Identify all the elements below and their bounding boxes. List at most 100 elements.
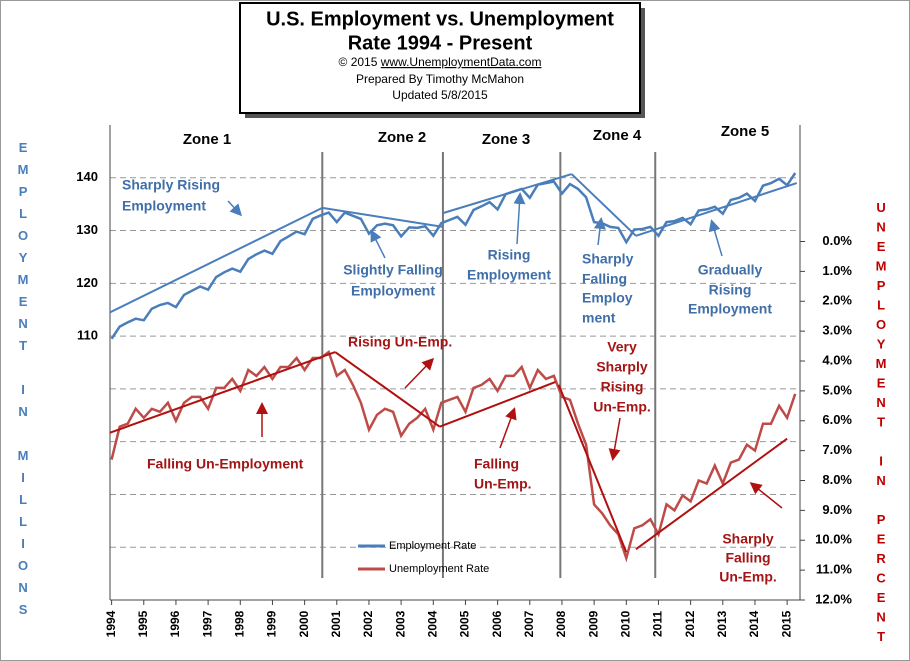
annotation: Un-Emp. <box>593 399 651 415</box>
y2-tick-label: 7.0% <box>822 442 852 457</box>
url: www.UnemploymentData.com <box>380 55 542 69</box>
annotation: Very <box>607 339 637 355</box>
annotation: Rising <box>488 247 531 263</box>
subtitle: Updated 5/8/2015 <box>392 88 488 102</box>
trend-line <box>439 380 556 428</box>
trend-line <box>557 384 628 553</box>
x-tick-label: 2001 <box>329 610 343 637</box>
annotation: Un-Emp. <box>719 569 777 585</box>
y2-tick-label: 2.0% <box>822 293 852 308</box>
x-tick-label: 2000 <box>297 610 311 637</box>
legend: Employment Rate Unemployment Rate <box>358 540 489 575</box>
y2-tick-label: 6.0% <box>822 412 852 427</box>
x-tick-label: 1996 <box>168 610 182 637</box>
trend-line <box>442 173 572 215</box>
annotation: Falling Un-Employment <box>147 456 304 472</box>
annotation: Gradually <box>698 262 763 278</box>
y2-tick-label: 3.0% <box>822 323 852 338</box>
annotation: ment <box>582 310 616 326</box>
trend-line <box>635 182 798 237</box>
arrow <box>608 417 621 461</box>
annotation: Sharply <box>722 531 774 547</box>
zone-label: Zone 2 <box>378 129 426 146</box>
annotation: Employment <box>467 267 551 283</box>
arrow <box>593 217 606 246</box>
subtitle: © 2015 www.UnemploymentData.com <box>339 55 542 69</box>
x-tick-label: 1997 <box>200 610 214 637</box>
x-tick-label: 2003 <box>393 610 407 637</box>
y-axis-title: EMPLOYMENT IN MILLIONS <box>16 140 31 624</box>
subtitle: © 2015 <box>339 55 381 69</box>
x-tick-label: 2012 <box>683 610 697 637</box>
zone-label: Zone 5 <box>721 123 769 140</box>
x-tick-label: 2010 <box>618 610 632 637</box>
x-tick-label: 2002 <box>361 610 375 637</box>
arrow <box>370 229 386 259</box>
trend-line <box>322 206 444 228</box>
trend-line <box>109 206 323 314</box>
zone-label: Zone 4 <box>593 127 642 144</box>
subtitle: Prepared By Timothy McMahon <box>356 72 524 86</box>
x-tick-label: 2015 <box>779 610 793 637</box>
x-tick-label: 2009 <box>586 610 600 637</box>
x-tick-label: 2005 <box>458 610 472 637</box>
x-tick-label: 2011 <box>651 611 665 637</box>
y2-tick-label: 12.0% <box>815 591 852 606</box>
annotation: Falling <box>725 550 770 566</box>
annotation: Slightly Falling <box>343 262 443 278</box>
arrow <box>499 407 517 449</box>
title-box <box>239 2 641 114</box>
x-tick-label: 1994 <box>104 610 118 637</box>
arrow <box>227 200 243 217</box>
trend-line <box>570 173 637 237</box>
zone-label: Zone 3 <box>482 131 530 148</box>
y2-tick-label: 4.0% <box>822 352 852 367</box>
y2-tick-label: 10.0% <box>815 532 852 547</box>
trend-line <box>334 351 441 428</box>
arrows <box>227 192 783 509</box>
arrow <box>708 219 723 257</box>
y2-tick-label: 1.0% <box>822 263 852 278</box>
x-tick-label: 2007 <box>522 610 536 637</box>
arrow <box>513 192 526 245</box>
annotation: Sharply <box>582 251 634 267</box>
annotation: Sharply <box>596 359 648 375</box>
legend-label: Employment Rate <box>389 540 476 552</box>
annotation: Rising <box>709 282 752 298</box>
title: Rate 1994 - Present <box>348 32 533 54</box>
series-line <box>110 349 797 563</box>
x-tick-label: 1995 <box>136 610 150 637</box>
annotation: Sharply Rising <box>122 177 220 193</box>
arrow <box>749 482 783 509</box>
annotation: Falling <box>582 271 627 287</box>
y2-axis-title: UNEMPLOYMENT IN PERCENT <box>874 200 889 649</box>
x-tick-label: 2014 <box>747 610 761 637</box>
annotation: Rising Un-Emp. <box>348 334 452 350</box>
annotation: Employment <box>688 301 772 317</box>
x-tick-label: 1998 <box>232 610 246 637</box>
y2-tick-label: 11.0% <box>816 562 853 577</box>
annotation: Employment <box>122 198 206 214</box>
annotation: Employment <box>351 283 435 299</box>
annotation: Rising <box>601 379 644 395</box>
x-tick-label: 2008 <box>554 610 568 637</box>
y2-tick-label: 8.0% <box>822 472 852 487</box>
annotation: Employ <box>582 290 633 306</box>
y-tick-label: 140 <box>76 169 98 184</box>
annotation: Un-Emp. <box>474 476 532 492</box>
annotation: Falling <box>474 456 519 472</box>
title: U.S. Employment vs. Unemployment <box>266 8 614 30</box>
plot: 110 120 130 140 0.0% 1.0% 2.0% 3.0% 4.0% 5.0% 6.0%… <box>76 125 852 637</box>
y-tick-label: 120 <box>76 275 98 290</box>
y-tick-label: 130 <box>76 222 98 237</box>
y2-tick-label: 9.0% <box>822 502 852 517</box>
y-tick-label: 110 <box>77 328 98 343</box>
zone-label: Zone 1 <box>183 131 231 148</box>
series-line <box>110 172 797 340</box>
y2-tick-label: 5.0% <box>822 382 852 397</box>
arrow <box>404 357 435 389</box>
trend-line <box>109 351 336 434</box>
legend-label: Unemployment Rate <box>389 563 489 575</box>
y2-tick-label: 0.0% <box>822 233 852 248</box>
